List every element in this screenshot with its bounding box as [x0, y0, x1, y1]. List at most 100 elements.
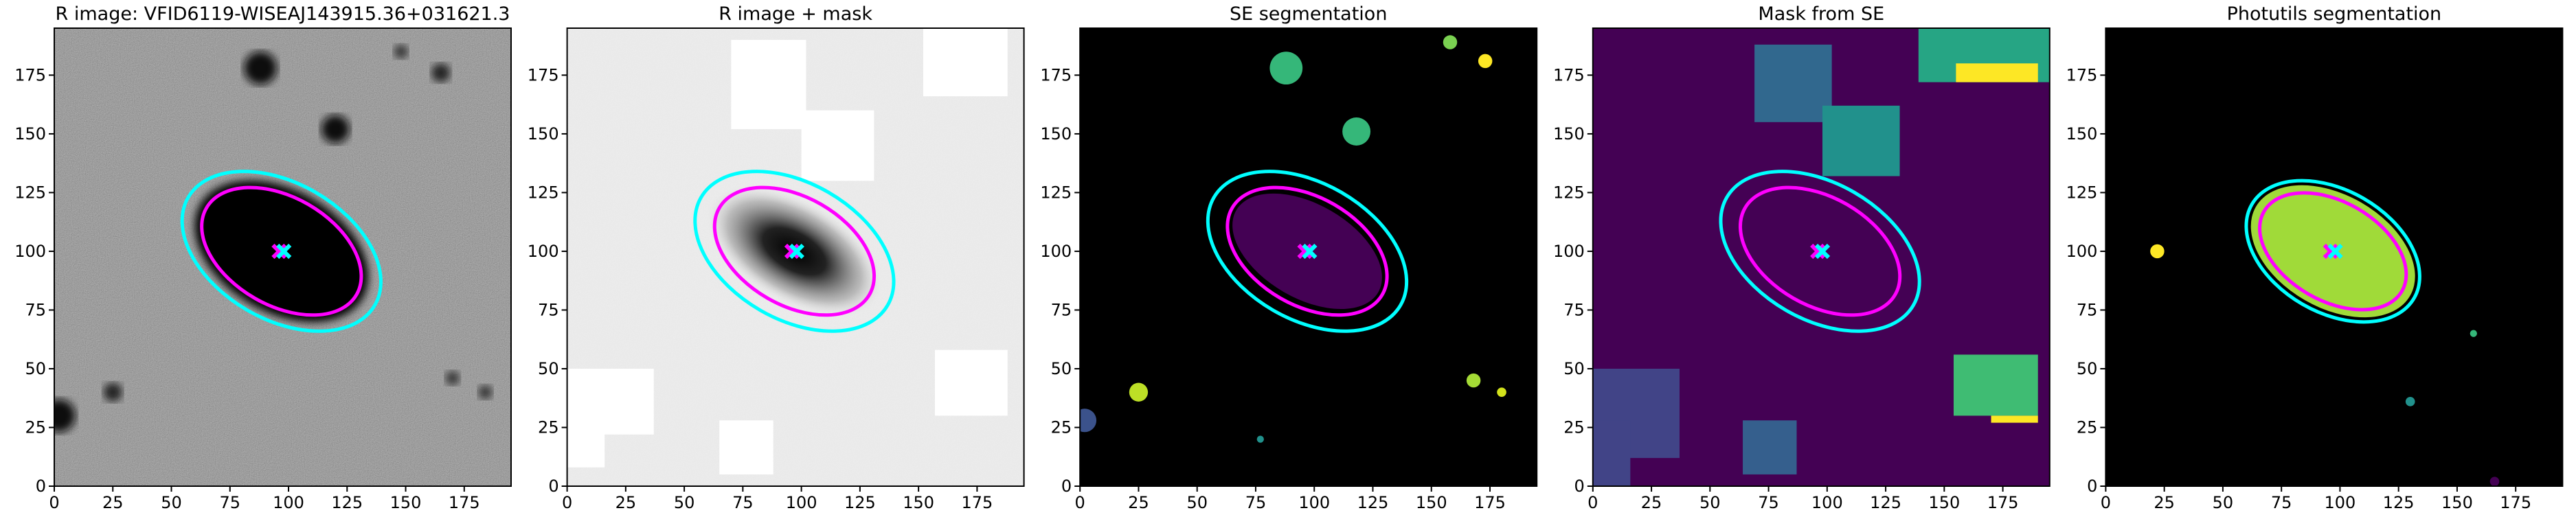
- x-tick-label: 150: [1928, 493, 1960, 512]
- x-tick-label: 0: [1075, 493, 1085, 512]
- y-tick-label: 0: [548, 477, 558, 496]
- axes-frame: [566, 27, 1025, 487]
- source-blob: [1478, 54, 1493, 69]
- source-blob: [2489, 477, 2500, 486]
- center-marker: [276, 243, 292, 260]
- y-tick-label: 100: [528, 242, 559, 261]
- y-tick-label: 75: [2077, 300, 2098, 319]
- aperture-ellipse: [712, 185, 877, 317]
- mask-region: [935, 350, 1008, 416]
- aperture-ellipse: [1738, 185, 1902, 317]
- y-tick-label: 100: [1553, 242, 1585, 261]
- panel-title: R image + mask: [719, 3, 872, 25]
- source-blob: [2405, 397, 2415, 407]
- y-tick-label: 25: [538, 417, 559, 437]
- y-tick-label: 175: [1553, 65, 1585, 84]
- x-tick-label: 100: [273, 493, 304, 512]
- x-tick-label: 175: [1474, 493, 1506, 512]
- y-tick-label: 150: [528, 124, 559, 144]
- panel: 0 25 50 75 100 125 150 175 0 25 50 75 100 125 150 175 Ma…: [1553, 3, 2050, 512]
- source-blob: [2150, 244, 2165, 259]
- x-tick-label: 25: [102, 493, 124, 512]
- x-tick-label: 50: [674, 493, 695, 512]
- y-tick-label: 25: [2077, 417, 2098, 437]
- x-tick-label: 150: [2441, 493, 2473, 512]
- x-tick-label: 50: [1186, 493, 1208, 512]
- mask-region: [1592, 420, 1631, 486]
- panel: 0 25 50 75 100 125 150 175 0 25 50 75 100 125 150 175 R …: [14, 3, 512, 512]
- y-tick-label: 100: [1040, 242, 1072, 261]
- panel-title: SE segmentation: [1230, 3, 1387, 25]
- y-tick-label: 25: [25, 417, 46, 437]
- aperture-ellipse: [1225, 185, 1389, 317]
- x-tick-label: 150: [903, 493, 934, 512]
- source-blob: [1443, 35, 1458, 49]
- mask-region: [719, 420, 773, 474]
- x-tick-label: 175: [2500, 493, 2531, 512]
- image: [54, 28, 511, 486]
- center-marker: [1297, 243, 1313, 260]
- y-tick-label: 75: [538, 300, 559, 319]
- aperture-ellipse: [2258, 191, 2408, 312]
- x-tick-label: 75: [1245, 493, 1267, 512]
- y-tick-label: 50: [25, 359, 46, 378]
- x-tick-label: 100: [1298, 493, 1330, 512]
- x-tick-label: 125: [844, 493, 876, 512]
- center-marker: [789, 243, 804, 260]
- x-tick-label: 75: [732, 493, 754, 512]
- aperture-ellipse: [2244, 179, 2421, 324]
- y-tick-label: 100: [14, 242, 46, 261]
- source-blob: [431, 63, 451, 82]
- x-tick-label: 0: [2101, 493, 2111, 512]
- center-marker: [1810, 243, 1826, 260]
- source-blob: [244, 52, 277, 85]
- axes-frame: [54, 27, 512, 487]
- y-tick-label: 25: [1563, 417, 1585, 437]
- aperture-ellipse: [180, 170, 383, 333]
- x-tick-label: 25: [1641, 493, 1662, 512]
- y-tick-label: 75: [25, 300, 46, 319]
- source-blob: [54, 399, 76, 433]
- y-tick-label: 50: [1051, 359, 1072, 378]
- y-tick-label: 50: [1563, 359, 1585, 378]
- mask-region: [801, 110, 874, 181]
- y-tick-label: 100: [2066, 242, 2098, 261]
- panel-title: Photutils segmentation: [2227, 3, 2442, 25]
- center-marker: [271, 243, 287, 260]
- panel: 0 25 50 75 100 125 150 175 0 25 50 75 100 125 150 175 Ph…: [2066, 3, 2564, 512]
- mask-region: [1991, 415, 2038, 423]
- x-tick-label: 175: [961, 493, 993, 512]
- x-tick-label: 25: [615, 493, 637, 512]
- y-tick-label: 0: [36, 477, 46, 496]
- image: [1592, 28, 2050, 486]
- mask-region: [1822, 105, 1900, 176]
- aperture-ellipse: [200, 185, 363, 317]
- mask-region: [567, 415, 605, 468]
- panel-title: Mask from SE: [1758, 3, 1884, 25]
- source-blob: [321, 115, 350, 144]
- x-tick-label: 50: [1699, 493, 1721, 512]
- y-tick-label: 175: [528, 65, 559, 84]
- source-blob: [1080, 409, 1097, 433]
- x-tick-label: 150: [390, 493, 422, 512]
- x-tick-label: 75: [219, 493, 240, 512]
- y-tick-label: 150: [2066, 124, 2098, 144]
- image: [567, 28, 1024, 486]
- y-tick-label: 25: [1051, 417, 1072, 437]
- x-tick-label: 125: [2383, 493, 2415, 512]
- x-tick-label: 25: [1128, 493, 1149, 512]
- x-tick-label: 0: [562, 493, 572, 512]
- x-tick-label: 0: [1588, 493, 1598, 512]
- panel: 0 25 50 75 100 125 150 175 0 25 50 75 100 125 150 175 SE…: [1040, 3, 1538, 512]
- center-marker: [2327, 243, 2343, 260]
- aperture-ellipse: [1206, 170, 1409, 333]
- y-tick-label: 50: [2077, 359, 2098, 378]
- y-tick-label: 0: [1061, 477, 1072, 496]
- source-blob: [394, 44, 408, 59]
- y-tick-label: 175: [14, 65, 46, 84]
- image: [1080, 28, 1537, 486]
- image: [2105, 28, 2563, 486]
- y-tick-label: 150: [1553, 124, 1585, 144]
- y-tick-label: 75: [1563, 300, 1585, 319]
